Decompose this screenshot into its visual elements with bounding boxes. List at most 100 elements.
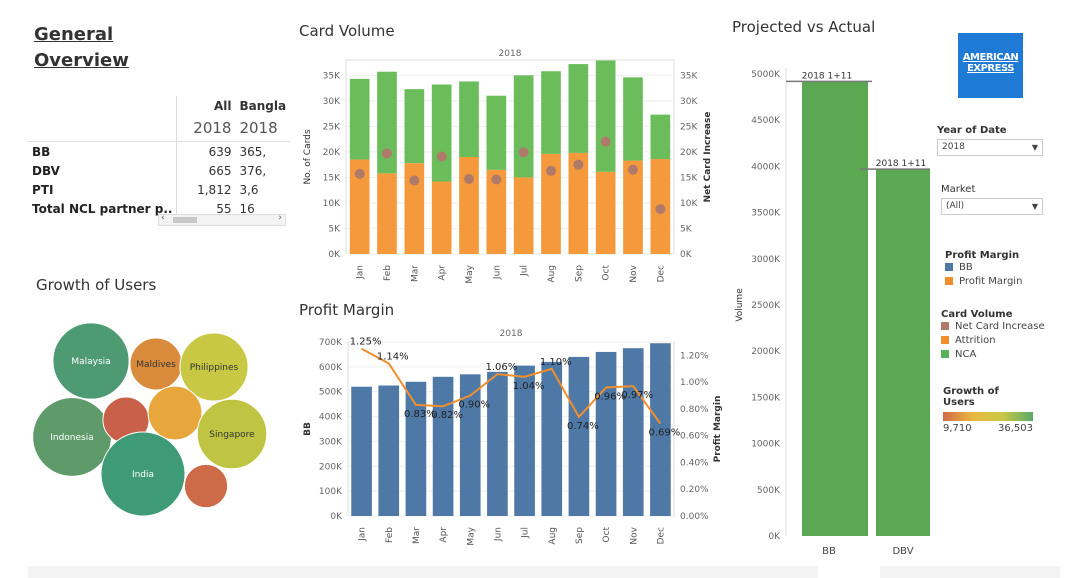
point-label: 0.82% <box>431 410 463 421</box>
y-tick-label: 500K <box>757 486 781 496</box>
profit-margin-title: Profit Margin <box>299 301 394 319</box>
card-volume-legend: Card Volume Net Card Increase Attrition … <box>941 309 1045 362</box>
bottom-scroll-strip <box>880 566 1060 578</box>
y-tick-label: 100K <box>319 487 343 497</box>
x-tick-label: Nov <box>629 526 639 544</box>
x-tick-label: Jul <box>520 265 530 277</box>
x-tick-label: Jan <box>358 527 368 542</box>
x-tick-label: Apr <box>438 265 448 281</box>
legend-item-net-card-increase: Net Card Increase <box>941 320 1045 334</box>
y2-tick-label: 25K <box>680 122 698 132</box>
bar-nca <box>350 79 370 160</box>
y2-tick-label: 35K <box>680 71 698 81</box>
bar-bb <box>596 352 617 516</box>
bubble-label: Singapore <box>209 430 255 440</box>
bubble-label: Philippines <box>190 363 239 373</box>
bar-attrition <box>459 157 479 254</box>
bar-bb <box>623 348 644 516</box>
overview-horizontal-scrollbar[interactable]: ‹ › <box>158 214 286 226</box>
bar-nca <box>596 61 616 172</box>
x-tick-label: Mar <box>410 265 420 282</box>
x-tick-label: Apr <box>439 527 449 543</box>
y-tick-label: 35K <box>323 71 341 81</box>
bar-nca <box>568 64 588 153</box>
x-tick-label: Sep <box>574 265 584 282</box>
y-tick-label: 1000K <box>751 440 781 450</box>
reference-label: 2018 1+11 <box>802 71 852 81</box>
point-net-card-increase <box>628 165 638 175</box>
table-row: BB 639 365, <box>28 142 290 162</box>
amex-logo: AMERICAN EXPRESS <box>958 33 1023 98</box>
point-label: 0.69% <box>649 428 681 439</box>
y2-tick-label: 20K <box>680 148 698 158</box>
bar-nca <box>650 115 670 159</box>
y2-tick-label: 5K <box>680 224 693 234</box>
y2-tick-label: 0.60% <box>680 432 709 442</box>
bar-attrition <box>377 173 397 254</box>
bubble-label: Maldives <box>136 360 176 370</box>
x-tick-label: Mar <box>412 527 422 544</box>
point-label: 0.97% <box>621 390 653 401</box>
bar-bb <box>487 372 508 516</box>
bar-volume <box>876 169 930 536</box>
x-tick-label: Feb <box>383 265 393 281</box>
point-net-card-increase <box>491 174 501 184</box>
point-label: 1.14% <box>377 351 409 362</box>
card-volume-title: Card Volume <box>299 22 395 40</box>
market-filter-select[interactable]: (All) ▼ <box>941 198 1043 215</box>
y2-tick-label: 0.40% <box>680 458 709 468</box>
y2-axis-label: Net Card Increase <box>703 112 713 203</box>
x-tick-label: Dec <box>656 265 666 282</box>
point-net-card-increase <box>355 169 365 179</box>
point-label: 1.06% <box>486 362 518 373</box>
legend-item-attrition: Attrition <box>941 334 1045 348</box>
bubble-label: Indonesia <box>50 433 94 443</box>
bubble <box>148 386 202 440</box>
x-tick-label: Aug <box>547 265 557 283</box>
legend-item-bb: BB <box>945 261 1022 275</box>
chevron-down-icon: ▼ <box>1032 199 1038 214</box>
y-axis-label: No. of Cards <box>303 129 313 184</box>
y-axis-label: Volume <box>735 288 745 322</box>
y2-axis-label: Profit Margin <box>713 396 723 463</box>
y-tick-label: 400K <box>319 413 343 423</box>
y-tick-label: 2000K <box>751 347 781 357</box>
x-tick-label: Oct <box>602 527 612 543</box>
y-tick-label: 15K <box>323 173 341 183</box>
y-tick-label: 200K <box>319 462 343 472</box>
market-filter-label: Market <box>941 184 975 195</box>
year-filter-select[interactable]: 2018 ▼ <box>937 139 1043 156</box>
x-tick-label: DBV <box>892 546 913 557</box>
scroll-left-icon[interactable]: ‹ <box>161 213 165 223</box>
y2-tick-label: 30K <box>680 97 698 107</box>
table-row: PTI 1,812 3,6 <box>28 180 290 199</box>
bubble-label: Malaysia <box>71 357 110 367</box>
legend-item-profit-margin: Profit Margin <box>945 275 1022 289</box>
bar-bb <box>433 377 454 516</box>
y2-tick-label: 0.00% <box>680 512 709 522</box>
y-tick-label: 1500K <box>751 393 781 403</box>
point-net-card-increase <box>601 137 611 147</box>
overview-year-bangla: 2018 <box>235 115 290 142</box>
x-tick-label: Jan <box>356 265 366 280</box>
bar-attrition <box>432 182 452 254</box>
bubble-label: India <box>132 470 154 480</box>
x-tick-label: Sep <box>575 527 585 544</box>
scroll-right-icon[interactable]: › <box>278 213 282 223</box>
y2-tick-label: 0.20% <box>680 485 709 495</box>
overview-title: General Overview <box>34 22 164 74</box>
y-tick-label: 300K <box>319 437 343 447</box>
x-tick-label: Dec <box>656 527 666 544</box>
overview-table: All Bangla 2018 2018 BB 639 365, DBV 665… <box>28 96 290 218</box>
y2-tick-label: 1.00% <box>680 378 709 388</box>
x-tick-label: Feb <box>385 527 395 543</box>
scroll-thumb[interactable] <box>173 217 197 223</box>
chevron-down-icon: ▼ <box>1032 140 1038 155</box>
point-net-card-increase <box>464 174 474 184</box>
y-tick-label: 4000K <box>751 162 781 172</box>
bar-volume <box>802 81 868 536</box>
growth-color-ramp <box>943 412 1033 421</box>
y-tick-label: 10K <box>323 199 341 209</box>
x-tick-label: Jun <box>493 527 503 542</box>
y-tick-label: 5K <box>328 224 341 234</box>
